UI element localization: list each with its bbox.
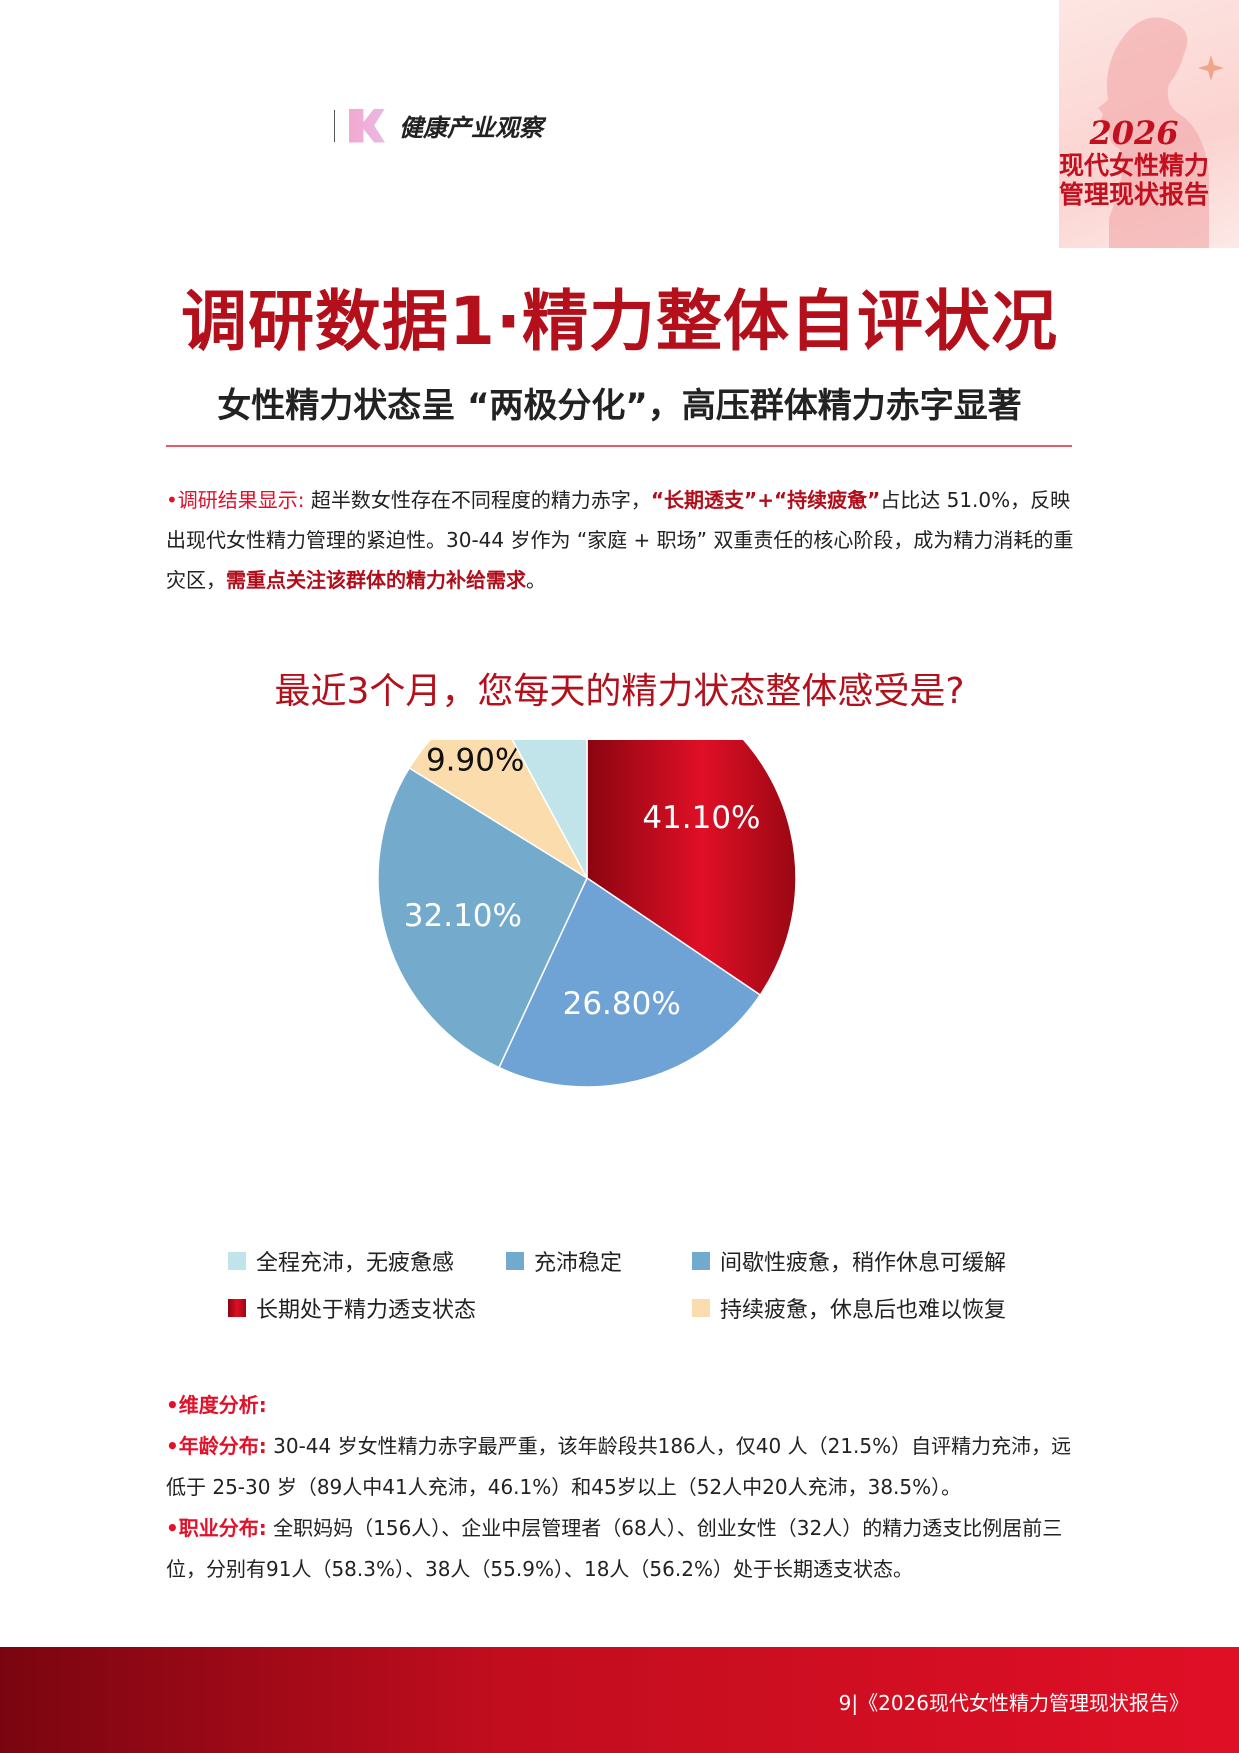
page-title: 调研数据1·精力整体自评状况	[181, 283, 1058, 360]
legend-item: 间歇性疲惫，稍作休息可缓解	[692, 1245, 1006, 1277]
brand-name: 健康产业观察	[399, 114, 543, 142]
pie-slice	[498, 876, 762, 1088]
footer-bar: 9|《2026现代女性精力管理现状报告》	[0, 1647, 1239, 1753]
brand-logo-icon	[349, 108, 385, 143]
pie-data-label: 26.80%	[563, 986, 681, 1022]
findings-paragraph: •调研结果显示: 超半数女性存在不同程度的精力赤字，“长期透支”+“持续疲惫”占…	[166, 480, 1076, 600]
corner-line2: 管理现状报告	[1059, 179, 1210, 209]
divider	[334, 109, 335, 142]
report-name: |《2026现代女性精力管理现状报告》	[851, 1691, 1189, 1715]
age-text: 30-44 岁女性精力赤字最严重，该年龄段共186人，仅40 人（21.5%）自…	[166, 1434, 1072, 1499]
legend-swatch	[692, 1252, 710, 1270]
job-label: •职业分布:	[166, 1516, 267, 1540]
legend-swatch	[228, 1252, 246, 1270]
analysis-section: •维度分析: •年龄分布: 30-44 岁女性精力赤字最严重，该年龄段共186人…	[166, 1385, 1076, 1590]
pie-slice	[586, 740, 797, 996]
legend-item: 持续疲惫，休息后也难以恢复	[692, 1292, 1006, 1324]
brand-header: 健康产业观察	[334, 108, 543, 143]
legend-swatch	[506, 1252, 524, 1270]
legend-item: 充沛稳定	[506, 1245, 622, 1277]
report-title-logo: 2026 现代女性精力 管理现状报告	[1059, 115, 1209, 209]
legend-swatch	[692, 1299, 710, 1317]
legend-label: 长期处于精力透支状态	[256, 1298, 477, 1323]
legend-label: 充沛稳定	[534, 1251, 623, 1276]
woman-silhouette-icon	[1098, 17, 1224, 248]
age-paragraph: •年龄分布: 30-44 岁女性精力赤字最严重，该年龄段共186人，仅40 人（…	[166, 1426, 1076, 1508]
legend-swatch	[228, 1299, 246, 1317]
findings-label: •调研结果显示:	[166, 488, 305, 512]
findings-text: 。	[526, 568, 546, 592]
age-label: •年龄分布:	[166, 1434, 267, 1458]
footer-text: 9|《2026现代女性精力管理现状报告》	[839, 1687, 1189, 1716]
divider	[166, 445, 1072, 447]
job-text: 全职妈妈（156人）、企业中层管理者（68人）、创业女性（32人）的精力透支比例…	[166, 1516, 1063, 1581]
pie-slice	[511, 740, 588, 879]
analysis-heading: •维度分析:	[166, 1393, 267, 1417]
chart-title: 最近3个月，您每天的精力状态整体感受是?	[274, 671, 965, 712]
pie-data-label: 9.90%	[426, 742, 524, 778]
pie-slice	[377, 766, 588, 1069]
pie-slice	[408, 740, 589, 881]
page-number: 9	[838, 1691, 852, 1715]
legend-item: 全程充沛，无疲惫感	[228, 1245, 454, 1277]
pie-chart: 41.10%26.80%32.10%9.90%9.40%	[377, 740, 797, 1088]
legend-label: 全程充沛，无疲惫感	[256, 1251, 455, 1276]
job-paragraph: •职业分布: 全职妈妈（156人）、企业中层管理者（68人）、创业女性（32人）…	[166, 1508, 1076, 1590]
pie-data-label: 41.10%	[642, 800, 760, 836]
legend-item: 长期处于精力透支状态	[228, 1292, 476, 1324]
legend-label: 持续疲惫，休息后也难以恢复	[720, 1298, 1007, 1323]
page-subtitle: 女性精力状态呈 “两极分化”，高压群体精力赤字显著	[217, 386, 1022, 426]
findings-text: 超半数女性存在不同程度的精力赤字，	[304, 488, 651, 512]
findings-highlight: 需重点关注该群体的精力补给需求	[226, 568, 526, 592]
corner-line1: 现代女性精力	[1059, 150, 1210, 180]
corner-banner: 2026 现代女性精力 管理现状报告	[1059, 0, 1239, 248]
pie-data-label: 32.10%	[404, 898, 522, 934]
findings-text: 占比达 51.0%，反映出现代女性精力管理的紧迫性。30-44 岁作为 “家庭 …	[166, 488, 1074, 592]
legend-label: 间歇性疲惫，稍作休息可缓解	[720, 1251, 1007, 1276]
corner-year: 2026	[1089, 114, 1179, 152]
findings-highlight: “长期透支”+“持续疲惫”	[650, 488, 881, 512]
